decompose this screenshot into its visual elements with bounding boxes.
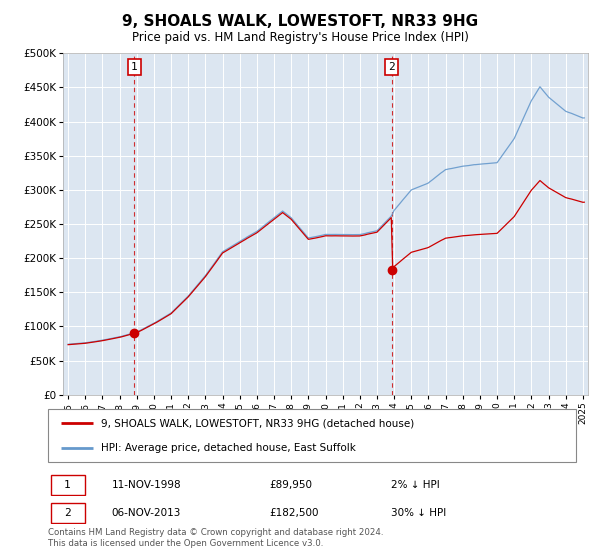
- Text: 2: 2: [388, 62, 395, 72]
- Text: 11-NOV-1998: 11-NOV-1998: [112, 480, 181, 490]
- FancyBboxPatch shape: [50, 475, 85, 494]
- FancyBboxPatch shape: [50, 503, 85, 522]
- Text: 2% ↓ HPI: 2% ↓ HPI: [391, 480, 440, 490]
- Text: Contains HM Land Registry data © Crown copyright and database right 2024.
This d: Contains HM Land Registry data © Crown c…: [48, 528, 383, 548]
- Text: 30% ↓ HPI: 30% ↓ HPI: [391, 508, 446, 518]
- Text: HPI: Average price, detached house, East Suffolk: HPI: Average price, detached house, East…: [101, 442, 356, 452]
- Text: 9, SHOALS WALK, LOWESTOFT, NR33 9HG: 9, SHOALS WALK, LOWESTOFT, NR33 9HG: [122, 14, 478, 29]
- Text: 1: 1: [64, 480, 71, 490]
- Text: £89,950: £89,950: [270, 480, 313, 490]
- FancyBboxPatch shape: [48, 409, 576, 462]
- Text: £182,500: £182,500: [270, 508, 319, 518]
- Text: Price paid vs. HM Land Registry's House Price Index (HPI): Price paid vs. HM Land Registry's House …: [131, 31, 469, 44]
- Text: 06-NOV-2013: 06-NOV-2013: [112, 508, 181, 518]
- Text: 1: 1: [131, 62, 138, 72]
- Text: 2: 2: [64, 508, 71, 518]
- Text: 9, SHOALS WALK, LOWESTOFT, NR33 9HG (detached house): 9, SHOALS WALK, LOWESTOFT, NR33 9HG (det…: [101, 418, 414, 428]
